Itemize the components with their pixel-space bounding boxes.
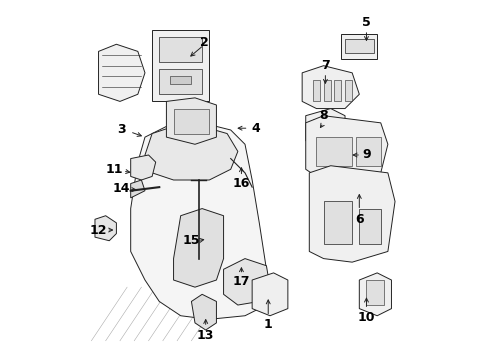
FancyBboxPatch shape — [159, 37, 202, 62]
Polygon shape — [131, 180, 145, 198]
FancyBboxPatch shape — [317, 137, 352, 166]
FancyBboxPatch shape — [342, 33, 377, 59]
FancyBboxPatch shape — [359, 208, 381, 244]
Polygon shape — [131, 155, 156, 180]
FancyBboxPatch shape — [367, 280, 384, 305]
Polygon shape — [306, 116, 388, 180]
Polygon shape — [306, 109, 345, 144]
FancyBboxPatch shape — [170, 76, 192, 84]
FancyBboxPatch shape — [173, 109, 209, 134]
Polygon shape — [192, 294, 217, 330]
Text: 12: 12 — [90, 224, 107, 237]
Text: 10: 10 — [358, 311, 375, 324]
Polygon shape — [302, 66, 359, 109]
Text: 11: 11 — [106, 163, 123, 176]
FancyBboxPatch shape — [323, 202, 352, 244]
Polygon shape — [252, 273, 288, 316]
Text: 8: 8 — [319, 109, 328, 122]
FancyBboxPatch shape — [356, 137, 381, 166]
Text: 16: 16 — [233, 177, 250, 190]
Polygon shape — [173, 208, 223, 287]
Text: 4: 4 — [251, 122, 260, 135]
Text: 2: 2 — [199, 36, 208, 49]
FancyBboxPatch shape — [334, 119, 342, 134]
Text: 13: 13 — [197, 329, 215, 342]
Text: 3: 3 — [118, 123, 126, 136]
FancyBboxPatch shape — [323, 119, 331, 134]
Text: 6: 6 — [355, 213, 364, 226]
Polygon shape — [145, 126, 238, 180]
FancyBboxPatch shape — [159, 69, 202, 94]
FancyBboxPatch shape — [313, 80, 320, 102]
Text: 14: 14 — [113, 183, 130, 195]
Text: 7: 7 — [321, 59, 330, 72]
FancyBboxPatch shape — [345, 80, 352, 102]
FancyBboxPatch shape — [313, 119, 320, 134]
FancyBboxPatch shape — [334, 80, 342, 102]
Polygon shape — [131, 123, 267, 319]
FancyBboxPatch shape — [345, 39, 373, 53]
Text: 9: 9 — [362, 148, 371, 162]
Polygon shape — [359, 273, 392, 316]
Text: 5: 5 — [362, 16, 371, 29]
Polygon shape — [309, 166, 395, 262]
FancyBboxPatch shape — [152, 30, 209, 102]
Text: 1: 1 — [264, 318, 272, 331]
Polygon shape — [98, 44, 145, 102]
Polygon shape — [95, 216, 117, 241]
Text: 15: 15 — [183, 234, 200, 247]
Polygon shape — [167, 98, 217, 144]
Polygon shape — [223, 258, 270, 305]
FancyBboxPatch shape — [323, 80, 331, 102]
Text: 17: 17 — [233, 275, 250, 288]
